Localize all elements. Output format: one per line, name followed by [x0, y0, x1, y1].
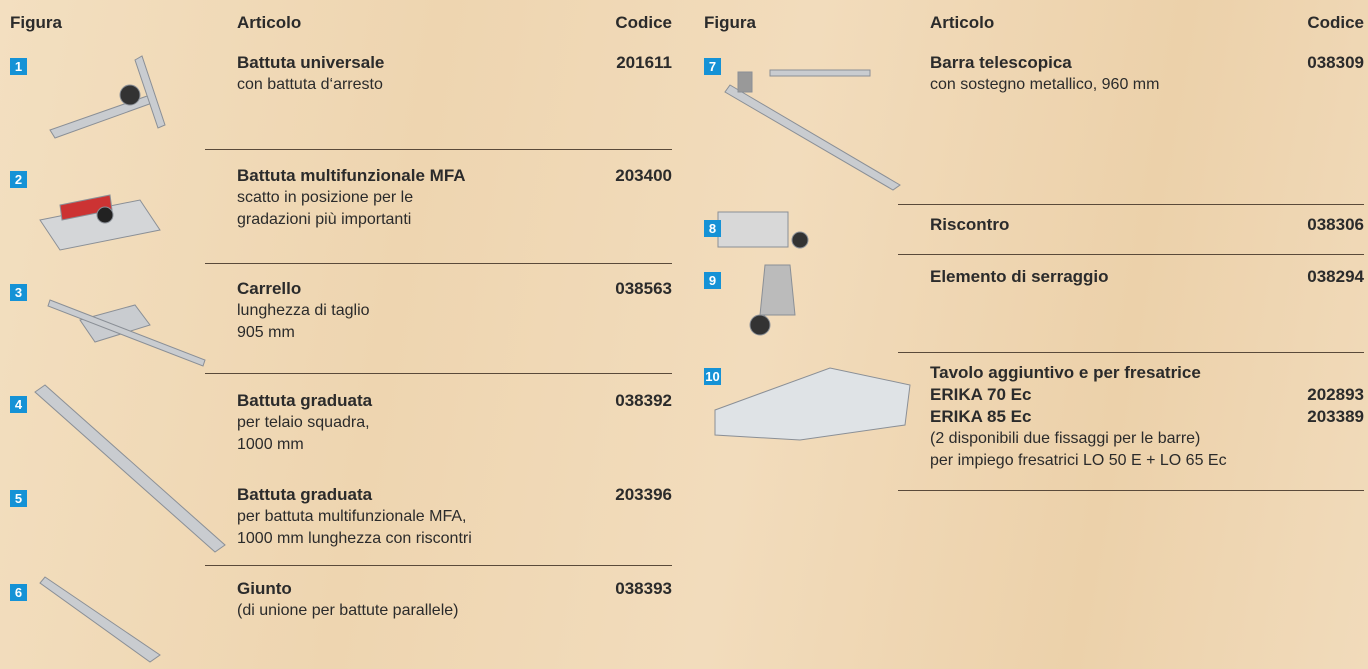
item-description: (di unione per battute parallele)	[237, 602, 459, 619]
divider	[205, 565, 672, 566]
item-number: 4	[10, 396, 27, 413]
item-code: 038392	[615, 391, 672, 410]
item-number: 3	[10, 284, 27, 301]
item-description: 905 mm	[237, 324, 295, 341]
item-description: con battuta d‘arresto	[237, 76, 383, 93]
item-code: 201611	[616, 53, 672, 72]
column-header: Figura	[704, 13, 756, 32]
item-description: 1000 mm lunghezza con riscontri	[237, 530, 472, 547]
item-code: 038306	[1307, 215, 1364, 234]
item-title: Riscontro	[930, 215, 1010, 234]
item-title: Elemento di serraggio	[930, 267, 1109, 286]
item-title: Giunto	[237, 579, 292, 598]
item-number: 2	[10, 171, 27, 188]
item-code: 203400	[615, 166, 672, 185]
column-header: Articolo	[237, 13, 302, 32]
item-title: Battuta multifunzionale MFA	[237, 166, 466, 185]
item-description: gradazioni più importanti	[237, 211, 412, 228]
item-description: scatto in posizione per le	[237, 189, 414, 206]
variant-code: 202893	[1307, 385, 1364, 404]
divider	[898, 254, 1364, 255]
item-code: 038309	[1307, 53, 1364, 72]
variant-name: ERIKA 85 Ec	[930, 407, 1032, 426]
divider	[898, 490, 1364, 491]
item-code: 038563	[615, 279, 672, 298]
divider	[205, 263, 672, 264]
item-number: 5	[10, 490, 27, 507]
item-description: per impiego fresatrici LO 50 E + LO 65 E…	[930, 452, 1227, 469]
item-description: per battuta multifunzionale MFA,	[237, 508, 467, 525]
item-title: Battuta universale	[237, 53, 385, 72]
item-title: Battuta graduata	[237, 391, 373, 410]
item-number: 7	[704, 58, 721, 75]
item-title: Tavolo aggiuntivo e per fresatrice	[930, 363, 1201, 382]
item-number: 1	[10, 58, 27, 75]
item-title: Battuta graduata	[237, 485, 373, 504]
item-description: lunghezza di taglio	[237, 302, 370, 319]
column-header: Codice	[1307, 13, 1364, 32]
item-code: 203396	[615, 485, 672, 504]
item-description: 1000 mm	[237, 436, 304, 453]
divider	[898, 204, 1364, 205]
variant-name: ERIKA 70 Ec	[930, 385, 1032, 404]
item-number: 9	[704, 272, 721, 289]
item-number: 6	[10, 584, 27, 601]
item-title: Carrello	[237, 279, 302, 298]
divider	[898, 352, 1364, 353]
column-header: Codice	[615, 13, 672, 32]
divider	[205, 149, 672, 150]
item-title: Barra telescopica	[930, 53, 1072, 72]
item-number: 8	[704, 220, 721, 237]
column-header: Figura	[10, 13, 62, 32]
item-number: 10	[704, 368, 721, 385]
item-code: 038294	[1307, 267, 1364, 286]
item-description: (2 disponibili due fissaggi per le barre…	[930, 430, 1201, 447]
item-code: 038393	[615, 579, 672, 598]
divider	[205, 373, 672, 374]
variant-code: 203389	[1307, 407, 1364, 426]
item-description: per telaio squadra,	[237, 414, 370, 431]
column-header: Articolo	[930, 13, 995, 32]
item-description: con sostegno metallico, 960 mm	[930, 76, 1160, 93]
